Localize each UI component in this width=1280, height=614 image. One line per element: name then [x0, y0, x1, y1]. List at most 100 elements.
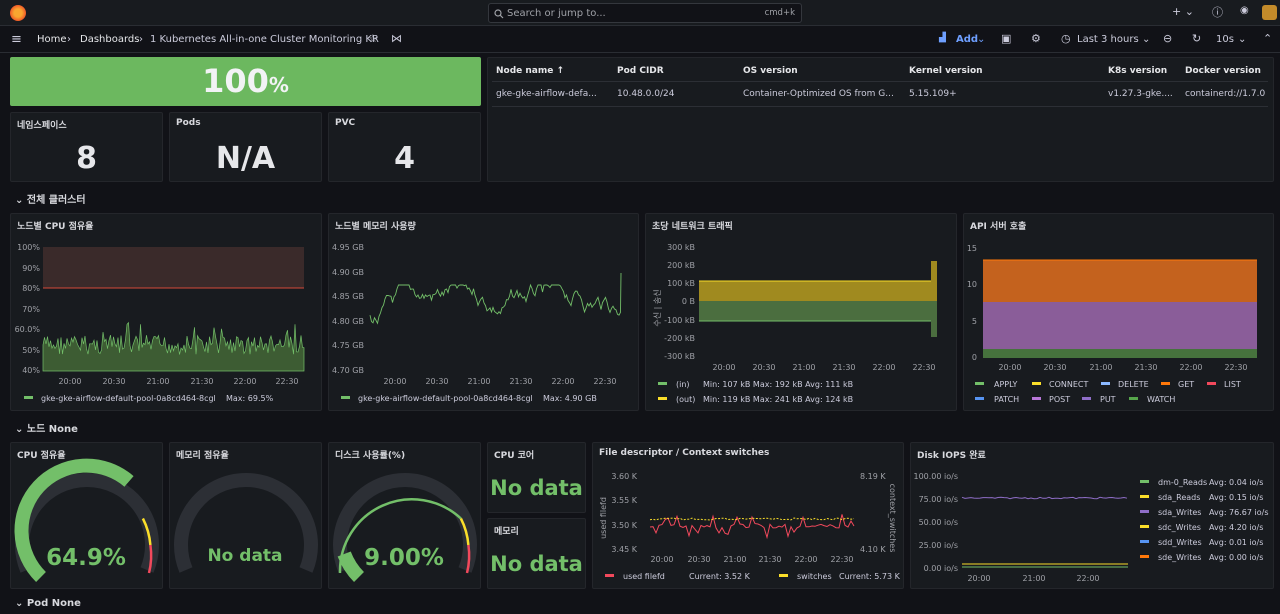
table-header-docker-version[interactable]: Docker version	[1185, 66, 1261, 76]
fd-x-tick: 21:30	[758, 555, 781, 564]
mem-x-tick: 21:30	[509, 377, 532, 386]
cpu-y-tick: 40%	[22, 366, 40, 375]
collapse-icon[interactable]: ⌃	[1263, 32, 1273, 45]
net-out-area	[699, 281, 935, 301]
api-legend-apply[interactable]: APPLY	[994, 380, 1018, 389]
time-range-picker[interactable]: Last 3 hours	[1077, 34, 1139, 45]
fd-x-tick: 20:00	[650, 555, 673, 564]
menu-icon[interactable]: ≡	[11, 32, 22, 47]
section-row-cluster[interactable]: ⌄ 전체 클러스터	[15, 191, 86, 206]
cpu-x-tick: 20:00	[58, 377, 81, 386]
api-legend-connect[interactable]: CONNECT	[1049, 380, 1088, 389]
table-cell-k8s-version: v1.27.3-gke....	[1108, 89, 1173, 99]
refresh-chevron-icon: ⌄	[1238, 34, 1247, 45]
section-row-node[interactable]: ⌄ 노드 None	[15, 420, 78, 435]
pods-stat-panel: Pods N/A	[169, 112, 322, 182]
file-descriptor-panel: File descriptor / Context switches	[592, 442, 904, 589]
fd-legend-filefd[interactable]: used filefd	[623, 572, 665, 581]
add-panel-icon[interactable]: ▟	[939, 33, 946, 43]
api-legend-post[interactable]: POST	[1049, 395, 1070, 404]
disk-legend-name[interactable]: sdd_Writes	[1158, 538, 1202, 547]
zoom-out-icon[interactable]: ⊖	[1163, 32, 1173, 45]
namespace-stat-value: 8	[76, 141, 97, 176]
disk-y-tick: 75.00 io/s	[919, 495, 958, 504]
api-legend-watch[interactable]: WATCH	[1147, 395, 1175, 404]
disk-legend-name[interactable]: sda_Writes	[1158, 508, 1201, 517]
pvc-stat-panel: PVC 4	[328, 112, 481, 182]
mem-y-tick: 4.90 GB	[332, 268, 364, 277]
disk-legend-swatch	[1140, 495, 1149, 498]
api-legend-list[interactable]: LIST	[1224, 380, 1241, 389]
net-x-tick: 22:30	[912, 363, 935, 372]
mem-x-tick: 20:30	[425, 377, 448, 386]
api-legend-patch[interactable]: PATCH	[994, 395, 1019, 404]
clock-icon[interactable]: ◷	[1061, 32, 1071, 45]
table-header-kernel-version[interactable]: Kernel version	[909, 66, 983, 76]
table-header-k8s-version[interactable]: K8s version	[1108, 66, 1168, 76]
breadcrumb-home[interactable]: Home	[37, 34, 67, 45]
news-rss-icon[interactable]: ◉	[1240, 5, 1249, 16]
fd-y-tick: 3.50 K	[611, 521, 637, 530]
search-input[interactable]: Search or jump to... cmd+k	[488, 3, 802, 23]
disk-legend-name[interactable]: sdc_Writes	[1158, 523, 1201, 532]
disk-y-tick: 0.00 io/s	[924, 564, 958, 573]
disk-x-ticks: 20:00 21:00 22:00	[967, 574, 1099, 583]
memory-gauge: No data	[174, 473, 318, 573]
disk-legend-name[interactable]: dm-0_Reads	[1158, 478, 1207, 487]
settings-gear-icon[interactable]: ⚙	[1031, 32, 1041, 45]
mem-x-tick: 22:30	[593, 377, 616, 386]
cpu-y-tick: 60.0%	[15, 325, 41, 334]
api-watch-area	[983, 349, 1257, 358]
net-out-spike	[931, 261, 937, 301]
help-icon[interactable]: ⓘ	[1212, 6, 1223, 19]
api-legend-delete[interactable]: DELETE	[1118, 380, 1149, 389]
refresh-icon[interactable]: ↻	[1192, 32, 1202, 45]
table-header-node-name[interactable]: Node name ↑	[496, 66, 565, 76]
cpu-legend-label[interactable]: gke-gke-airflow-default-pool-0a8cd464-8c…	[41, 394, 216, 403]
disk-legend-name[interactable]: sda_Reads	[1158, 493, 1200, 502]
refresh-interval-picker[interactable]: 10s	[1216, 34, 1234, 45]
fd-y-right-ticks: 8.19 K 4.10 K	[860, 472, 886, 554]
cpu-core-title: CPU 코어	[494, 451, 535, 461]
add-button[interactable]: Add	[956, 34, 979, 45]
disk-y-tick: 100.00 io/s	[913, 472, 958, 481]
new-plus-icon[interactable]: + ⌄	[1172, 5, 1194, 18]
mem-y-tick: 4.95 GB	[332, 243, 364, 252]
user-avatar[interactable]	[1262, 5, 1277, 20]
grafana-logo-icon[interactable]	[10, 5, 26, 21]
api-x-tick: 21:30	[1134, 363, 1157, 372]
section-chevron-icon: ⌄	[15, 424, 24, 435]
mem-y-tick: 4.80 GB	[332, 317, 364, 326]
net-legend-out[interactable]: (out)	[676, 395, 695, 404]
fd-legend-switches[interactable]: switches	[797, 572, 832, 581]
star-icon[interactable]: ☆	[368, 32, 378, 45]
fd-legend-swatch	[605, 574, 614, 577]
share-icon[interactable]: ⋈	[391, 32, 402, 45]
pods-stat-title: Pods	[176, 118, 201, 128]
api-legend-get[interactable]: GET	[1178, 380, 1194, 389]
fd-x-ticks: 20:00 20:30 21:00 21:30 22:00 22:30	[650, 555, 853, 564]
fd-legend-switches-stat: Current: 5.73 K	[839, 572, 901, 581]
fd-x-tick: 22:00	[794, 555, 817, 564]
cpu-x-tick: 22:30	[275, 377, 298, 386]
table-header-pod-cidr[interactable]: Pod CIDR	[617, 66, 664, 76]
breadcrumb-dashboards[interactable]: Dashboards	[80, 34, 140, 45]
search-shortcut: cmd+k	[764, 8, 795, 18]
mem-legend-label[interactable]: gke-gke-airflow-default-pool-0a8cd464-8c…	[358, 394, 533, 403]
net-legend-in[interactable]: (in)	[676, 380, 690, 389]
disk-legend-name[interactable]: sde_Writes	[1158, 553, 1201, 562]
section-row-pod[interactable]: ⌄ Pod None	[15, 598, 81, 609]
table-header-os-version[interactable]: OS version	[743, 66, 798, 76]
cpu-gauge-value: 64.9%	[46, 545, 126, 571]
cpu-y-tick: 70%	[22, 305, 40, 314]
fd-used-filefd-line	[649, 514, 855, 540]
api-legend-put[interactable]: PUT	[1100, 395, 1116, 404]
fd-x-tick: 22:30	[830, 555, 853, 564]
memory-usage-chart: 4.95 GB 4.90 GB 4.85 GB 4.80 GB 4.75 GB …	[332, 243, 622, 403]
cpu-core-value: No data	[490, 476, 583, 500]
disk-legend-stat: Avg: 0.00 io/s	[1209, 553, 1263, 562]
section-title-cluster: 전체 클러스터	[26, 195, 86, 206]
disk-gauge-ring-green	[338, 498, 462, 574]
save-icon[interactable]: ▣	[1001, 32, 1012, 45]
net-y-tick: -100 kB	[664, 316, 695, 325]
